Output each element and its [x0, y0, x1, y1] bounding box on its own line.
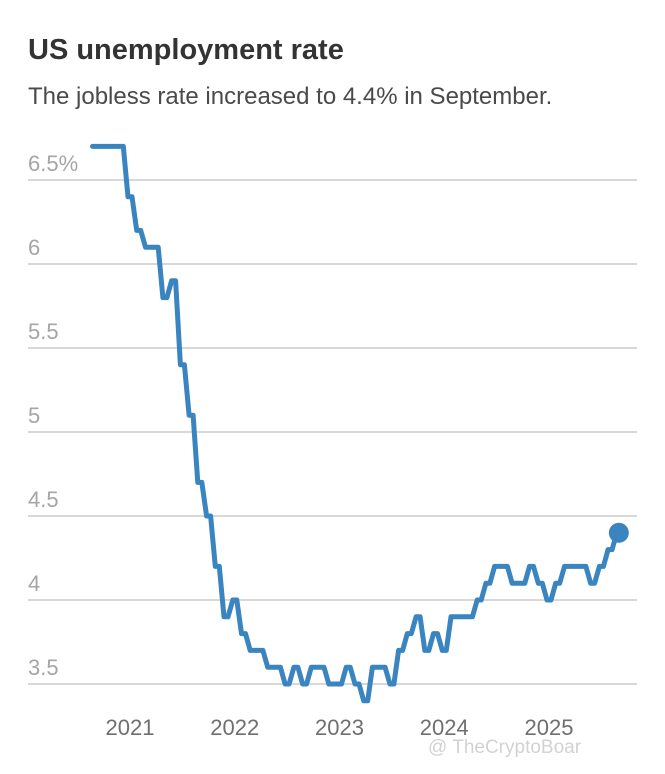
chart-title: US unemployment rate [28, 34, 344, 66]
y-tick-label: 5 [28, 403, 40, 428]
latest-point-marker [608, 522, 629, 543]
x-tick-label: 2022 [210, 715, 259, 740]
series-line [90, 143, 624, 704]
series-layer [90, 143, 629, 704]
x-tick-label: 2024 [420, 715, 469, 740]
y-axis-ticks: 6.5% 6 5.5 5 4.5 4 3.5 [28, 151, 78, 680]
x-tick-label: 2021 [106, 715, 155, 740]
y-tick-label: 4 [28, 571, 40, 596]
y-tick-label: 4.5 [28, 487, 59, 512]
x-axis-ticks: 2021 2022 2023 2024 2025 [106, 715, 574, 740]
y-tick-label: 6 [28, 235, 40, 260]
x-tick-label: 2025 [525, 715, 574, 740]
gridlines [28, 179, 637, 685]
watermark: @ TheCryptoBoar [428, 737, 582, 758]
y-tick-label: 3.5 [28, 655, 59, 680]
y-tick-label: 6.5% [28, 151, 78, 176]
chart-subtitle: The jobless rate increased to 4.4% in Se… [28, 83, 553, 110]
x-tick-label: 2023 [315, 715, 364, 740]
y-tick-label: 5.5 [28, 319, 59, 344]
